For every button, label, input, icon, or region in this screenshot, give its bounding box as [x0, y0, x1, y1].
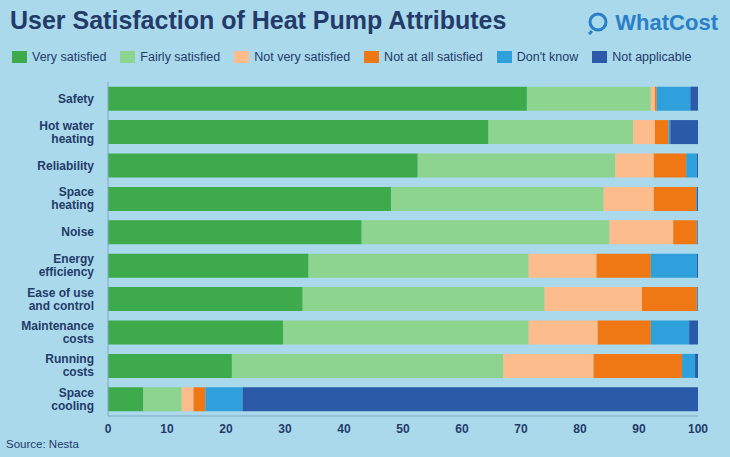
html-text:Don't know: Don't know — [516, 50, 579, 64]
svg-text:100: 100 — [688, 422, 708, 436]
svg-text:40: 40 — [337, 422, 351, 436]
svg-text:20: 20 — [219, 422, 233, 436]
svg-text:30: 30 — [278, 422, 292, 436]
svg-text:50: 50 — [396, 422, 410, 436]
svg-text:Noise: Noise — [61, 225, 94, 239]
svg-text:Runningcosts: Runningcosts — [45, 352, 94, 379]
html-text:Not at all satisfied: Not at all satisfied — [384, 50, 483, 64]
svg-text:Hot waterheating: Hot waterheating — [39, 119, 94, 146]
svg-text:Safety: Safety — [58, 92, 94, 106]
svg-text:80: 80 — [573, 422, 587, 436]
svg-text:Reliability: Reliability — [37, 159, 94, 173]
svg-text:Spaceheating: Spaceheating — [51, 185, 94, 212]
svg-text:Ease of useand control: Ease of useand control — [27, 286, 94, 313]
svg-text:Spacecooling: Spacecooling — [51, 386, 94, 413]
svg-text:70: 70 — [514, 422, 528, 436]
html-text:Source: Nesta: Source: Nesta — [6, 438, 79, 450]
html-text:Not very satisfied: Not very satisfied — [254, 50, 351, 64]
svg-text:Energyefficiency: Energyefficiency — [39, 252, 95, 279]
svg-text:90: 90 — [632, 422, 646, 436]
html-text:Fairly satisfied: Fairly satisfied — [140, 50, 221, 64]
html-text:Very satisfied: Very satisfied — [32, 50, 107, 64]
html-text:Not applicable: Not applicable — [612, 50, 692, 64]
html-text:User Satisfaction of Heat Pump: User Satisfaction of Heat Pump Attribute… — [10, 6, 507, 34]
svg-text:0: 0 — [105, 422, 112, 436]
html-text:WhatCost: WhatCost — [615, 10, 718, 35]
svg-text:10: 10 — [160, 422, 174, 436]
svg-text:60: 60 — [455, 422, 469, 436]
svg-text:Maintenancecosts: Maintenancecosts — [21, 319, 94, 346]
